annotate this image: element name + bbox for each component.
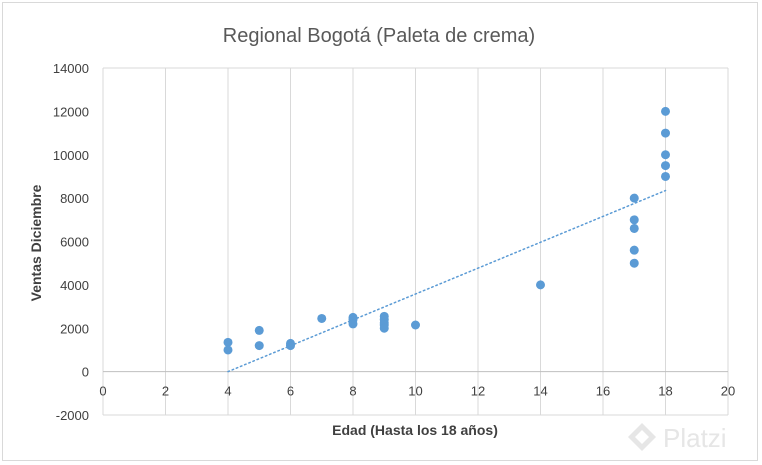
data-point — [661, 128, 670, 138]
x-tick-label: 20 — [721, 384, 735, 399]
data-point — [223, 345, 233, 355]
y-tick-label: -2000 — [56, 408, 89, 423]
data-point — [379, 323, 389, 333]
y-tick-label: 12000 — [53, 104, 89, 119]
x-tick-label: 6 — [287, 384, 294, 399]
data-point — [223, 337, 233, 347]
x-tick-label: 2 — [162, 384, 169, 399]
y-tick-label: 6000 — [60, 235, 89, 250]
x-tick-label: 14 — [533, 384, 547, 399]
data-point — [661, 161, 670, 171]
platzi-logo-icon — [628, 423, 656, 451]
x-tick-label: 10 — [408, 384, 422, 399]
x-tick-label: 0 — [99, 384, 106, 399]
data-point — [629, 223, 639, 233]
x-tick-label: 12 — [471, 384, 485, 399]
data-point — [317, 313, 327, 323]
y-axis-title: Ventas Diciembre — [28, 184, 44, 301]
x-tick-label: 18 — [658, 384, 672, 399]
data-point — [411, 320, 420, 330]
y-tick-label: 4000 — [60, 278, 89, 293]
x-tick-labels: 0 2 4 6 8 10 12 14 16 18 20 — [99, 384, 735, 399]
data-point — [629, 258, 639, 268]
y-tick-label: 14000 — [53, 61, 89, 76]
data-point — [536, 280, 545, 290]
y-tick-label: 0 — [82, 365, 89, 380]
data-point — [661, 150, 670, 160]
data-point — [629, 193, 639, 203]
y-tick-labels: -2000 0 2000 4000 6000 8000 10000 12000 14000 — [53, 61, 89, 423]
data-point — [254, 341, 264, 351]
y-tick-label: 2000 — [60, 321, 89, 336]
data-point — [661, 106, 670, 116]
data-point — [629, 215, 639, 225]
grid-layer — [102, 67, 729, 416]
data-point — [254, 325, 264, 335]
data-point — [348, 319, 358, 329]
x-axis-title: Edad (Hasta los 18 años) — [332, 422, 498, 438]
data-point — [286, 341, 295, 351]
y-tick-label: 10000 — [53, 148, 89, 163]
data-point — [629, 245, 639, 255]
x-tick-label: 16 — [596, 384, 610, 399]
x-tick-label: 4 — [224, 384, 231, 399]
data-point — [661, 171, 670, 181]
y-tick-label: 8000 — [60, 191, 89, 206]
data-points — [223, 106, 670, 355]
watermark-text: Platzi — [663, 423, 727, 453]
chart-title: Regional Bogotá (Paleta de crema) — [223, 25, 535, 47]
x-tick-label: 8 — [349, 384, 356, 399]
